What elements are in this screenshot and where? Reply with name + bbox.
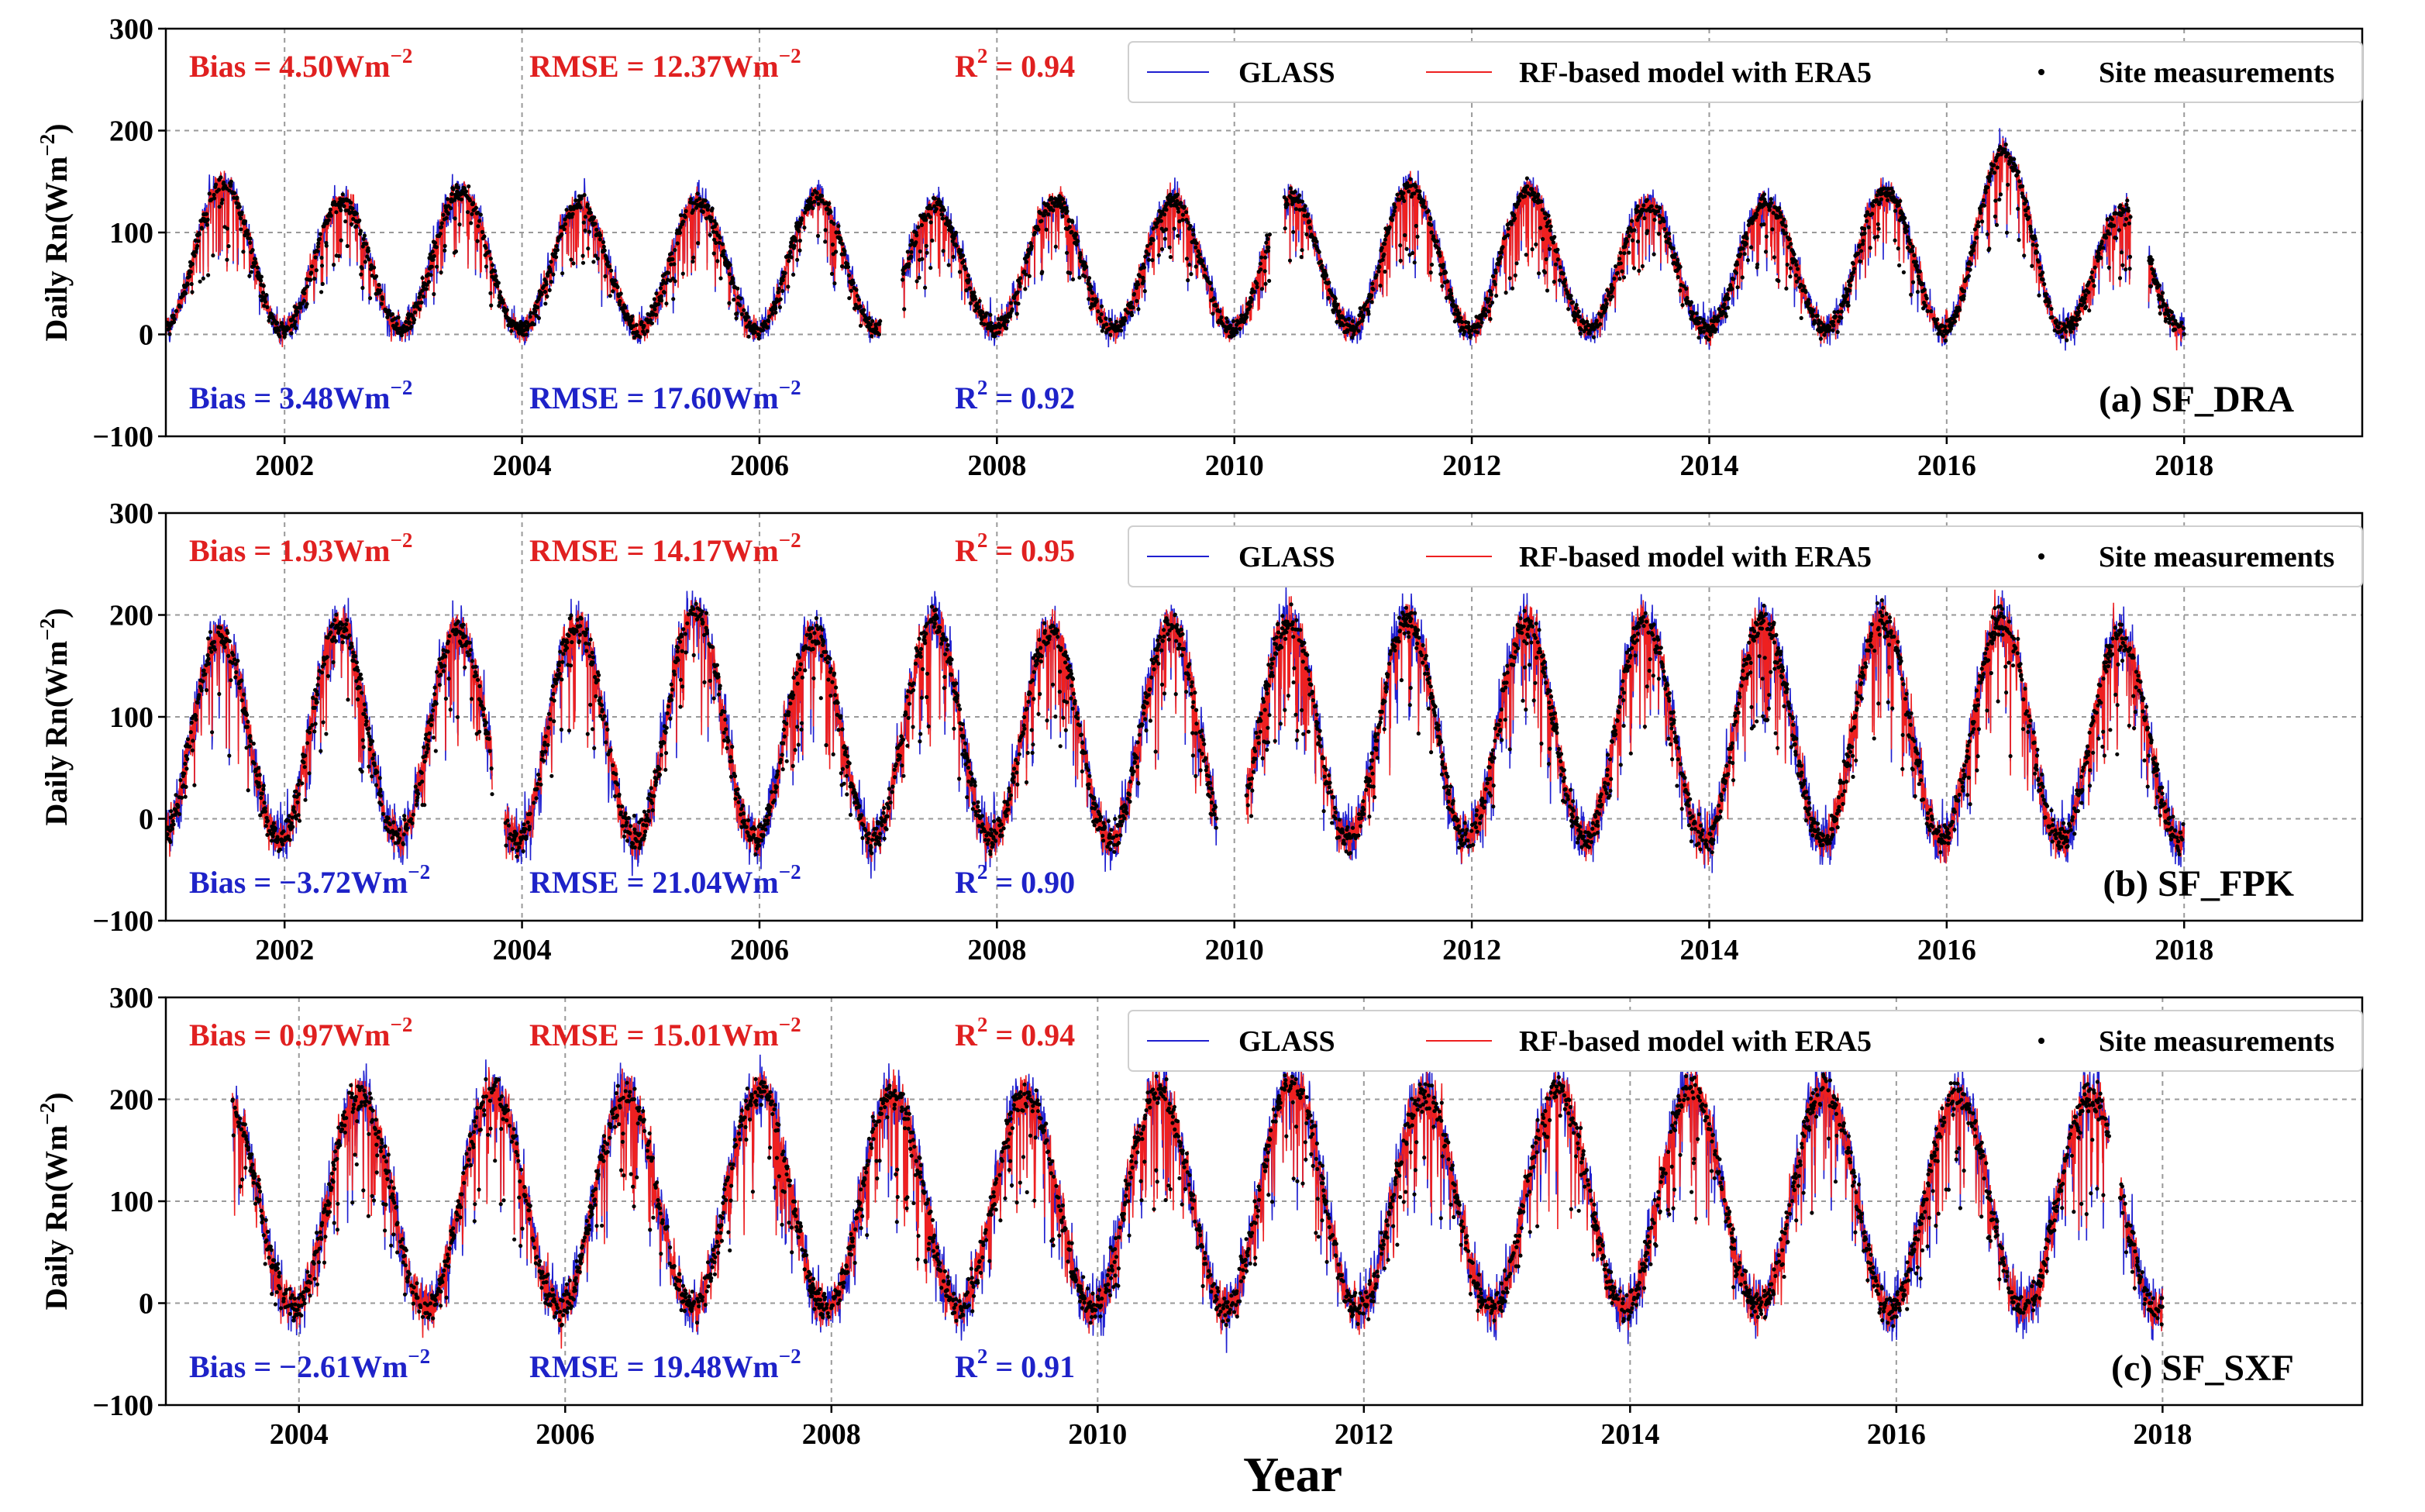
x-tick-label: 2016: [1917, 934, 1976, 966]
y-axis-label: Daily Rn(Wm−2): [36, 608, 74, 825]
x-tick-label: 2008: [967, 934, 1026, 966]
legend-box: [1128, 525, 2363, 587]
x-tick-label: 2006: [730, 449, 789, 482]
y-tick-label: 100: [109, 701, 153, 734]
stats_red-bias-text: Bias = 0.97Wm−2: [189, 1013, 412, 1052]
legend-site-label: Site measurements: [2099, 541, 2334, 573]
site-measurement-points: [230, 1072, 2165, 1328]
legend-site-swatch: [2038, 69, 2044, 75]
y-tick-label: 300: [109, 13, 153, 46]
y-tick-label: 100: [109, 1186, 153, 1218]
x-tick-label: 2014: [1679, 449, 1738, 482]
plot-area-2: [166, 587, 2186, 879]
plot-area-1: [166, 128, 2186, 351]
legend-rf-label: RF-based model with ERA5: [1519, 541, 1872, 573]
x-tick-label: 2018: [2155, 449, 2213, 482]
x-tick-label: 2008: [802, 1418, 861, 1451]
x-tick-label: 2002: [255, 934, 314, 966]
stats_red-r2-text: R2 = 0.94: [955, 1013, 1075, 1052]
stats_blue-r2-text: R2 = 0.90: [955, 860, 1075, 900]
x-tick-label: 2006: [730, 934, 789, 966]
panel-1: 300 200 100 0 −100 2002 2004 2006 2008 2010 2012 20…: [36, 13, 2364, 482]
x-tick-label: 2014: [1679, 934, 1738, 966]
y-tick-label: −100: [92, 905, 153, 938]
y-tick-label: 200: [109, 115, 153, 148]
stats_blue-bias-text: Bias = 3.48Wm−2: [189, 376, 412, 415]
rf-era5-series-line: [232, 1064, 2110, 1349]
legend-glass-label: GLASS: [1238, 57, 1335, 89]
x-tick-label: 2010: [1068, 1418, 1127, 1451]
x-tick-label: 2016: [1867, 1418, 1926, 1451]
rf-era5-series-line: [2119, 1177, 2163, 1331]
y-tick-label: −100: [92, 421, 153, 453]
legend-box: [1128, 41, 2363, 103]
x-tick-label: 2004: [493, 449, 552, 482]
x-tick-label: 2012: [1335, 1418, 1393, 1451]
x-tick-label: 2018: [2133, 1418, 2192, 1451]
x-tick-label: 2016: [1917, 449, 1976, 482]
stats_blue-bias-text: Bias = −3.72Wm−2: [189, 860, 430, 900]
panel-label: (a) SF_DRA: [2099, 379, 2294, 420]
glass-series-line: [1283, 128, 2131, 351]
y-axis-label: Daily Rn(Wm−2): [36, 123, 74, 341]
y-axis-label: Daily Rn(Wm−2): [36, 1092, 74, 1310]
panel-label: (b) SF_FPK: [2103, 863, 2294, 904]
x-axis-title: Year: [1243, 1447, 1342, 1502]
legend-site-label: Site measurements: [2099, 57, 2334, 89]
plot-area-3: [230, 1054, 2165, 1353]
x-tick-label: 2012: [1442, 934, 1501, 966]
x-tick-label: 2008: [967, 449, 1026, 482]
stats_blue-rmse-text: RMSE = 21.04Wm−2: [529, 860, 801, 900]
stats_red-rmse-text: RMSE = 15.01Wm−2: [529, 1013, 801, 1052]
x-tick-label: 2002: [255, 449, 314, 482]
y-tick-label: 200: [109, 1084, 153, 1117]
rf-era5-series-line: [166, 608, 493, 857]
stats_blue-bias-text: Bias = −2.61Wm−2: [189, 1345, 430, 1384]
stats_red-bias-text: Bias = 4.50Wm−2: [189, 44, 412, 84]
y-tick-label: 300: [109, 982, 153, 1014]
x-tick-label: 2010: [1205, 934, 1264, 966]
legend-glass-label: GLASS: [1238, 541, 1335, 573]
legend-rf-label: RF-based model with ERA5: [1519, 1025, 1872, 1058]
x-tick-label: 2010: [1205, 449, 1264, 482]
x-tick-label: 2004: [493, 934, 552, 966]
stats_blue-r2-text: R2 = 0.91: [955, 1345, 1075, 1384]
legend: GLASS RF-based model with ERA5 Site measur…: [1128, 41, 2363, 103]
legend-box: [1128, 1010, 2363, 1072]
y-tick-label: 100: [109, 217, 153, 250]
y-tick-label: 200: [109, 600, 153, 632]
x-tick-label: 2018: [2155, 934, 2213, 966]
stats_red-rmse-text: RMSE = 14.17Wm−2: [529, 529, 801, 568]
legend: GLASS RF-based model with ERA5 Site measur…: [1128, 525, 2363, 587]
rf-era5-series-line: [1283, 138, 2131, 346]
panel-3: 300 200 100 0 −100 2004 2006 2008 2010 2012 2014 20…: [36, 982, 2364, 1451]
y-tick-label: 300: [109, 498, 153, 530]
legend-site-swatch: [2038, 553, 2044, 560]
legend-site-label: Site measurements: [2099, 1025, 2334, 1058]
y-tick-label: 0: [139, 319, 153, 352]
stats_blue-rmse-text: RMSE = 19.48Wm−2: [529, 1345, 801, 1384]
stats_red-bias-text: Bias = 1.93Wm−2: [189, 529, 412, 568]
stats_blue-r2-text: R2 = 0.92: [955, 376, 1075, 415]
legend-rf-label: RF-based model with ERA5: [1519, 57, 1872, 89]
panel-2: 300 200 100 0 −100 2002 2004 2006 2008 2010 2012 20…: [36, 498, 2364, 966]
x-tick-label: 2006: [536, 1418, 594, 1451]
panel-label: (c) SF_SXF: [2111, 1348, 2294, 1389]
x-tick-label: 2004: [270, 1418, 329, 1451]
y-tick-label: 0: [139, 1288, 153, 1321]
y-tick-label: −100: [92, 1390, 153, 1422]
y-tick-label: 0: [139, 804, 153, 836]
legend-site-swatch: [2038, 1038, 2044, 1044]
x-tick-label: 2012: [1442, 449, 1501, 482]
legend: GLASS RF-based model with ERA5 Site measur…: [1128, 1010, 2363, 1072]
stats_red-rmse-text: RMSE = 12.37Wm−2: [529, 44, 801, 84]
x-tick-label: 2014: [1600, 1418, 1659, 1451]
stats_red-r2-text: R2 = 0.95: [955, 529, 1075, 568]
legend-glass-label: GLASS: [1238, 1025, 1335, 1058]
stats_red-r2-text: R2 = 0.94: [955, 44, 1075, 84]
stats_blue-rmse-text: RMSE = 17.60Wm−2: [529, 376, 801, 415]
